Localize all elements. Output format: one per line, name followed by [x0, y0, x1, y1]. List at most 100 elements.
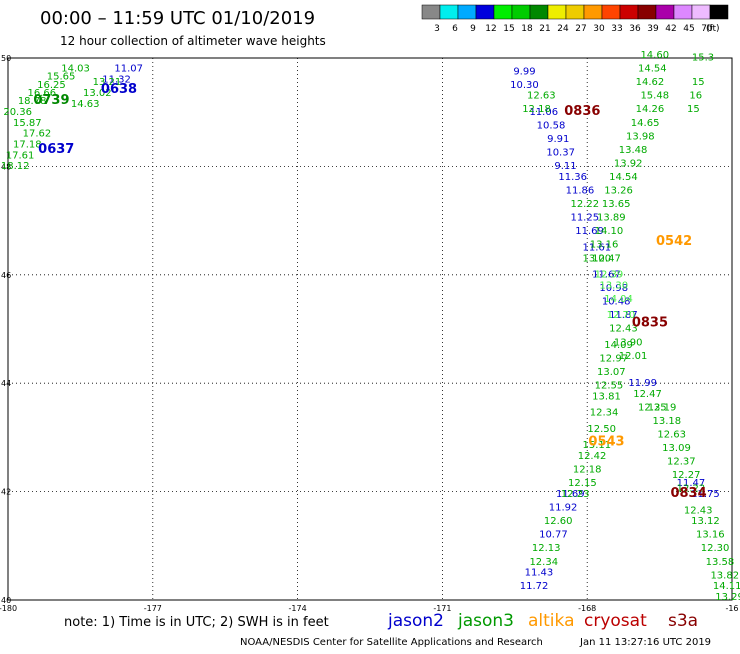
colorbar-swatch	[439, 4, 459, 20]
colorbar-swatch	[691, 4, 711, 20]
swh-value-label: 13.29	[715, 592, 740, 603]
swh-value-label: 14.54	[638, 64, 667, 75]
swh-value-label: 16	[689, 91, 702, 102]
colorbar-swatch	[511, 4, 531, 20]
swh-value-label: 10.98	[599, 283, 628, 294]
swh-value-label: 13.98	[626, 131, 655, 142]
swh-value-label: 11.92	[549, 503, 578, 514]
swh-value-label: 14.65	[631, 118, 660, 129]
swh-value-label: 16.66	[27, 88, 56, 99]
colorbar-tick: 45	[683, 24, 694, 34]
swh-value-label: 14.26	[636, 104, 665, 115]
swh-value-label: 11.07	[114, 64, 143, 75]
swh-value-label: 12.37	[667, 457, 696, 468]
legend-altika: altika	[528, 611, 575, 631]
x-tick-label: -171	[433, 604, 451, 613]
swh-value-label: 13.92	[614, 158, 643, 169]
swh-value-label: 15.48	[640, 91, 669, 102]
pass-time-label: 0835	[632, 315, 668, 330]
color-scale-bar: 3 6 9 12 15 18 21 24 27 30 33 36 39 42 45 70(ft)	[421, 4, 729, 34]
chart-subtitle: 12 hour collection of altimeter wave hei…	[60, 34, 326, 48]
swh-value-label: 17.62	[23, 129, 52, 140]
swh-value-label: 15	[687, 104, 700, 115]
swh-value-label: 15.3	[692, 53, 714, 64]
colorbar-tick: 42	[665, 24, 676, 34]
colorbar-tick: 39	[647, 24, 659, 34]
swh-value-label: 12.27	[672, 470, 701, 481]
pass-time-label: 0836	[564, 104, 600, 119]
swh-value-label: 12.47	[633, 389, 662, 400]
swh-value-label: 14.10	[595, 226, 624, 237]
swh-value-label: 13.21	[93, 77, 122, 88]
swh-value-label: 12.39	[595, 270, 624, 281]
swh-value-label: 11.67	[592, 270, 621, 281]
swh-value-label: 12.47	[592, 253, 621, 264]
swh-value-label: 11.86	[566, 186, 595, 197]
swh-value-label: 14.54	[609, 172, 638, 183]
colorbar-swatch	[583, 4, 603, 20]
legend-jason3: jason3	[457, 611, 514, 631]
colorbar-swatch	[637, 4, 657, 20]
swh-value-label: 17.61	[6, 150, 35, 161]
x-tick-label: -180	[0, 604, 17, 613]
x-tick-label: -16	[725, 604, 738, 613]
y-tick-label: 48	[1, 162, 11, 171]
swh-value-label: 9.11	[554, 161, 576, 172]
swh-value-label: 13.16	[696, 530, 725, 541]
swh-value-label: 11.99	[628, 378, 657, 389]
colorbar-tick: 9	[470, 24, 476, 34]
swh-value-label: 18.78	[18, 96, 47, 107]
swh-value-label: 12.43	[684, 505, 713, 516]
swh-value-label: 11.69	[575, 226, 604, 237]
colorbar-tick: 24	[557, 24, 569, 34]
swh-value-label: 14.60	[640, 50, 669, 61]
y-tick-label: 46	[1, 271, 11, 280]
swh-value-label: 10.77	[539, 530, 568, 541]
swh-value-label: 13.00	[583, 253, 612, 264]
swh-value-label: 11.72	[520, 581, 549, 592]
swh-value-label: 12.50	[587, 424, 616, 435]
colorbar-swatch	[673, 4, 693, 20]
swh-value-label: 13.09	[662, 443, 691, 454]
colorbar-swatch	[565, 4, 585, 20]
colorbar-tick: 30	[593, 24, 605, 34]
swh-value-label: 12.34	[590, 408, 619, 419]
grid-lines	[8, 58, 732, 600]
swh-value-label: 13.81	[592, 391, 621, 402]
swh-value-label: 17.18	[13, 139, 42, 150]
legend-cryosat: cryosat	[584, 611, 647, 631]
swh-value-label: 12.23	[561, 489, 590, 500]
colorbar-swatch	[493, 4, 513, 20]
swh-value-label: 13.82	[710, 570, 739, 581]
swh-value-label: 13.07	[597, 367, 626, 378]
swh-value-label: 10.58	[537, 120, 566, 131]
swh-value-label: 14.11	[713, 581, 740, 592]
swh-value-label: 11.06	[529, 107, 558, 118]
legend-jason2: jason2	[387, 611, 444, 631]
colorbar-swatch	[529, 4, 549, 20]
x-tick-label: -177	[144, 604, 162, 613]
swh-value-label: 11.43	[525, 568, 554, 579]
y-tick-label: 40	[1, 596, 11, 605]
swh-value-label: 12.18	[522, 104, 551, 115]
swh-value-label: 12.70	[607, 310, 636, 321]
colorbar-swatch	[457, 4, 477, 20]
y-tick-label: 50	[1, 54, 11, 63]
swh-value-label: 12.18	[573, 465, 602, 476]
pass-time-label: 0638	[101, 82, 137, 97]
swh-value-label: 14.62	[636, 77, 665, 88]
swh-value-label: 12.63	[657, 429, 686, 440]
swh-value-label: 11.32	[102, 74, 131, 85]
x-axis-ticks: -180 -177 -174 -171 -168 -16	[0, 604, 739, 613]
swh-value-label: 11.75	[691, 489, 720, 500]
swh-value-label: 10.48	[602, 297, 631, 308]
swh-value-label: 13.02	[83, 88, 112, 99]
colorbar-swatch	[655, 4, 675, 20]
swh-value-label: 18.12	[1, 161, 30, 172]
swh-value-label: 15	[692, 77, 705, 88]
swh-value-label: 13.18	[653, 416, 682, 427]
swh-value-label: 12.55	[595, 381, 624, 392]
colorbar-tick: 15	[503, 24, 514, 34]
x-tick-label: -174	[289, 604, 307, 613]
swh-value-label: 13.26	[604, 186, 633, 197]
